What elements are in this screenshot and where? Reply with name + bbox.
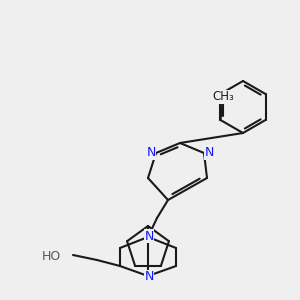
Text: N: N (144, 230, 154, 242)
Text: HO: HO (42, 250, 61, 263)
Text: N: N (144, 271, 154, 284)
Text: N: N (146, 146, 156, 160)
Text: N: N (204, 146, 214, 160)
Text: CH₃: CH₃ (213, 91, 234, 103)
